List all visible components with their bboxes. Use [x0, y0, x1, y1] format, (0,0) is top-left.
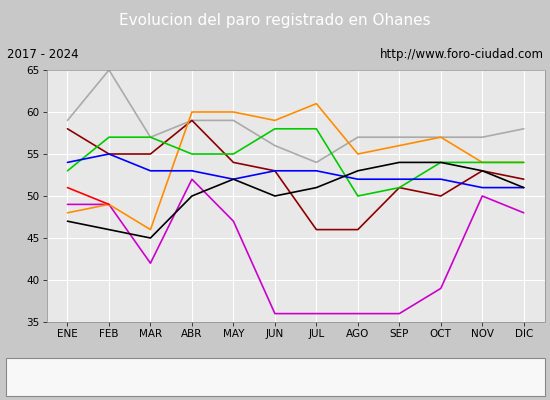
- Text: Evolucion del paro registrado en Ohanes: Evolucion del paro registrado en Ohanes: [119, 14, 431, 28]
- Text: 2024: 2024: [505, 372, 532, 382]
- Text: 2023: 2023: [438, 372, 464, 382]
- FancyBboxPatch shape: [6, 358, 544, 396]
- Text: 2017: 2017: [34, 372, 60, 382]
- Text: 2019: 2019: [168, 372, 195, 382]
- Text: 2022: 2022: [371, 372, 397, 382]
- Text: 2020: 2020: [236, 372, 262, 382]
- Text: http://www.foro-ciudad.com: http://www.foro-ciudad.com: [379, 48, 543, 61]
- Text: 2017 - 2024: 2017 - 2024: [7, 48, 78, 61]
- Text: 2021: 2021: [303, 372, 329, 382]
- Text: 2018: 2018: [101, 372, 128, 382]
